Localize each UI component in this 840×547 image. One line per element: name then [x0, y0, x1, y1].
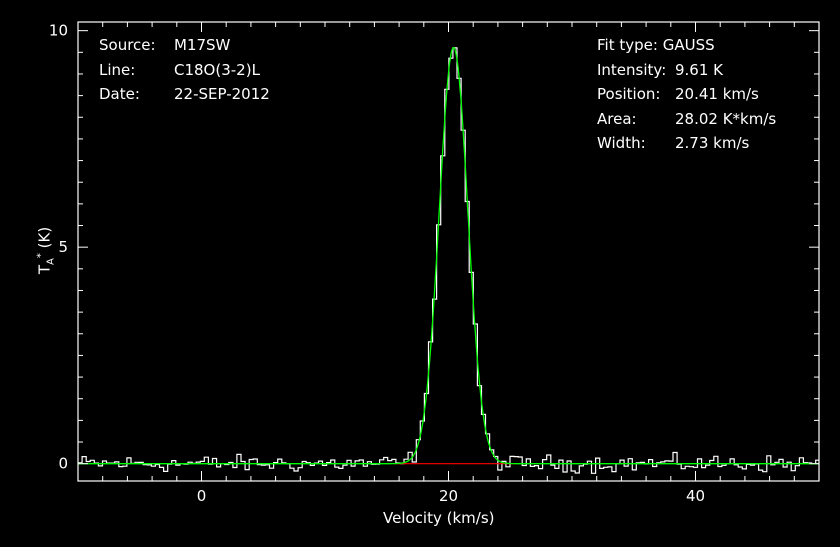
- width-key: Width:: [597, 134, 646, 152]
- gaussian-fit-line: [78, 46, 819, 465]
- x-axis-label: Velocity (km/s): [383, 509, 495, 527]
- y-tick-label: 10: [49, 22, 68, 40]
- width-value: 2.73 km/s: [675, 134, 750, 152]
- y-axis-label: TA* (K): [36, 211, 57, 291]
- spectrum-line: [78, 47, 819, 474]
- source-value: M17SW: [174, 36, 231, 54]
- fit-type-value: GAUSS: [662, 36, 715, 54]
- intensity-value: 9.61 K: [675, 60, 724, 79]
- intensity-key: Intensity:: [597, 60, 667, 79]
- area-value: 28.02 K*km/s: [675, 109, 777, 128]
- x-tick-label: 20: [439, 487, 458, 505]
- date-value: 22-SEP-2012: [174, 85, 270, 103]
- x-tick-label: 0: [197, 487, 207, 505]
- y-axis-label-sub: A: [45, 258, 57, 265]
- area-key: Area:: [597, 109, 637, 128]
- y-axis-label-sup: *: [35, 253, 47, 259]
- fit-type-key: Fit type:: [597, 36, 658, 54]
- line-value: C18O(3-2)L: [174, 60, 260, 79]
- x-tick-label: 40: [686, 487, 705, 505]
- position-key: Position:: [597, 85, 661, 103]
- line-key: Line:: [99, 60, 136, 79]
- source-key: Source:: [99, 36, 156, 54]
- y-tick-label: 0: [58, 455, 68, 473]
- position-value: 20.41 km/s: [675, 85, 759, 103]
- y-tick-label: 5: [58, 238, 68, 256]
- fit-results: Fit type: GAUSS Intensity: 9.61 K Positio…: [597, 33, 795, 156]
- y-axis-label-unit: (K): [35, 226, 54, 249]
- date-key: Date:: [99, 85, 140, 103]
- y-axis-label-main: T: [35, 265, 54, 275]
- observation-info: Source: M17SW Line: C18O(3-2)L Date: 22-SEP…: [99, 33, 270, 107]
